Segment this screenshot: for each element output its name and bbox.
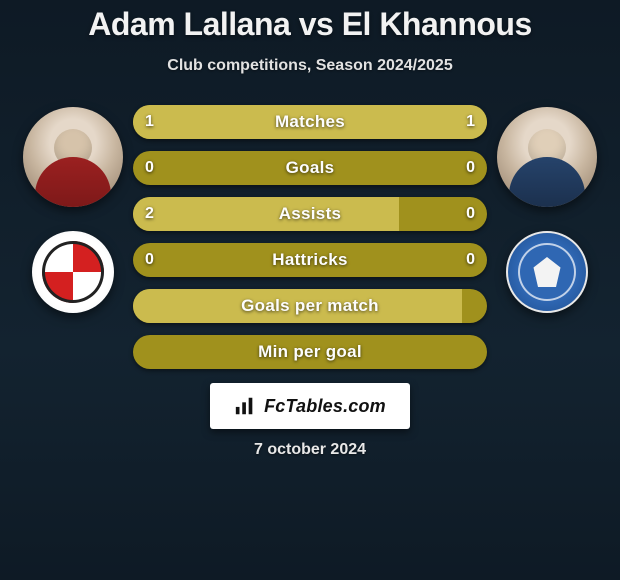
stat-bar: Goals per match bbox=[133, 289, 487, 323]
stat-label: Goals per match bbox=[241, 296, 379, 316]
stat-value-right: 0 bbox=[466, 205, 475, 223]
stat-value-left: 0 bbox=[145, 159, 154, 177]
left-side bbox=[13, 103, 133, 313]
stat-label: Matches bbox=[275, 112, 345, 132]
stat-value-right: 0 bbox=[466, 251, 475, 269]
right-side bbox=[487, 103, 607, 313]
brand-text: FcTables.com bbox=[264, 396, 386, 417]
stat-label: Goals bbox=[286, 158, 335, 178]
player-left-avatar bbox=[23, 107, 123, 207]
stat-label: Min per goal bbox=[258, 342, 362, 362]
brand-badge: FcTables.com bbox=[210, 383, 410, 429]
stat-value-left: 2 bbox=[145, 205, 154, 223]
club-right-crest bbox=[506, 231, 588, 313]
player-right-avatar bbox=[497, 107, 597, 207]
stat-value-left: 0 bbox=[145, 251, 154, 269]
club-left-crest bbox=[32, 231, 114, 313]
stat-bars: Matches11Goals00Assists20Hattricks00Goal… bbox=[133, 103, 487, 369]
stat-fill-left bbox=[133, 197, 399, 231]
bars-icon bbox=[234, 395, 256, 417]
stat-bar: Hattricks 0 0 bbox=[133, 243, 487, 277]
stat-value-right: 1 bbox=[466, 113, 475, 131]
stat-bar: Matches 1 1 bbox=[133, 105, 487, 139]
stat-bar: Assists 2 0 bbox=[133, 197, 487, 231]
stat-label: Hattricks bbox=[272, 250, 347, 270]
stat-bar: Goals 0 0 bbox=[133, 151, 487, 185]
date-label: 7 october 2024 bbox=[254, 441, 366, 459]
page-title: Adam Lallana vs El Khannous bbox=[88, 6, 532, 43]
stat-value-right: 0 bbox=[466, 159, 475, 177]
stat-value-left: 1 bbox=[145, 113, 154, 131]
comparison-arena: Matches11Goals00Assists20Hattricks00Goal… bbox=[10, 103, 610, 369]
stat-label: Assists bbox=[279, 204, 342, 224]
stat-bar: Min per goal bbox=[133, 335, 487, 369]
page-subtitle: Club competitions, Season 2024/2025 bbox=[167, 57, 452, 75]
comparison-card: Adam Lallana vs El Khannous Club competi… bbox=[0, 0, 620, 580]
